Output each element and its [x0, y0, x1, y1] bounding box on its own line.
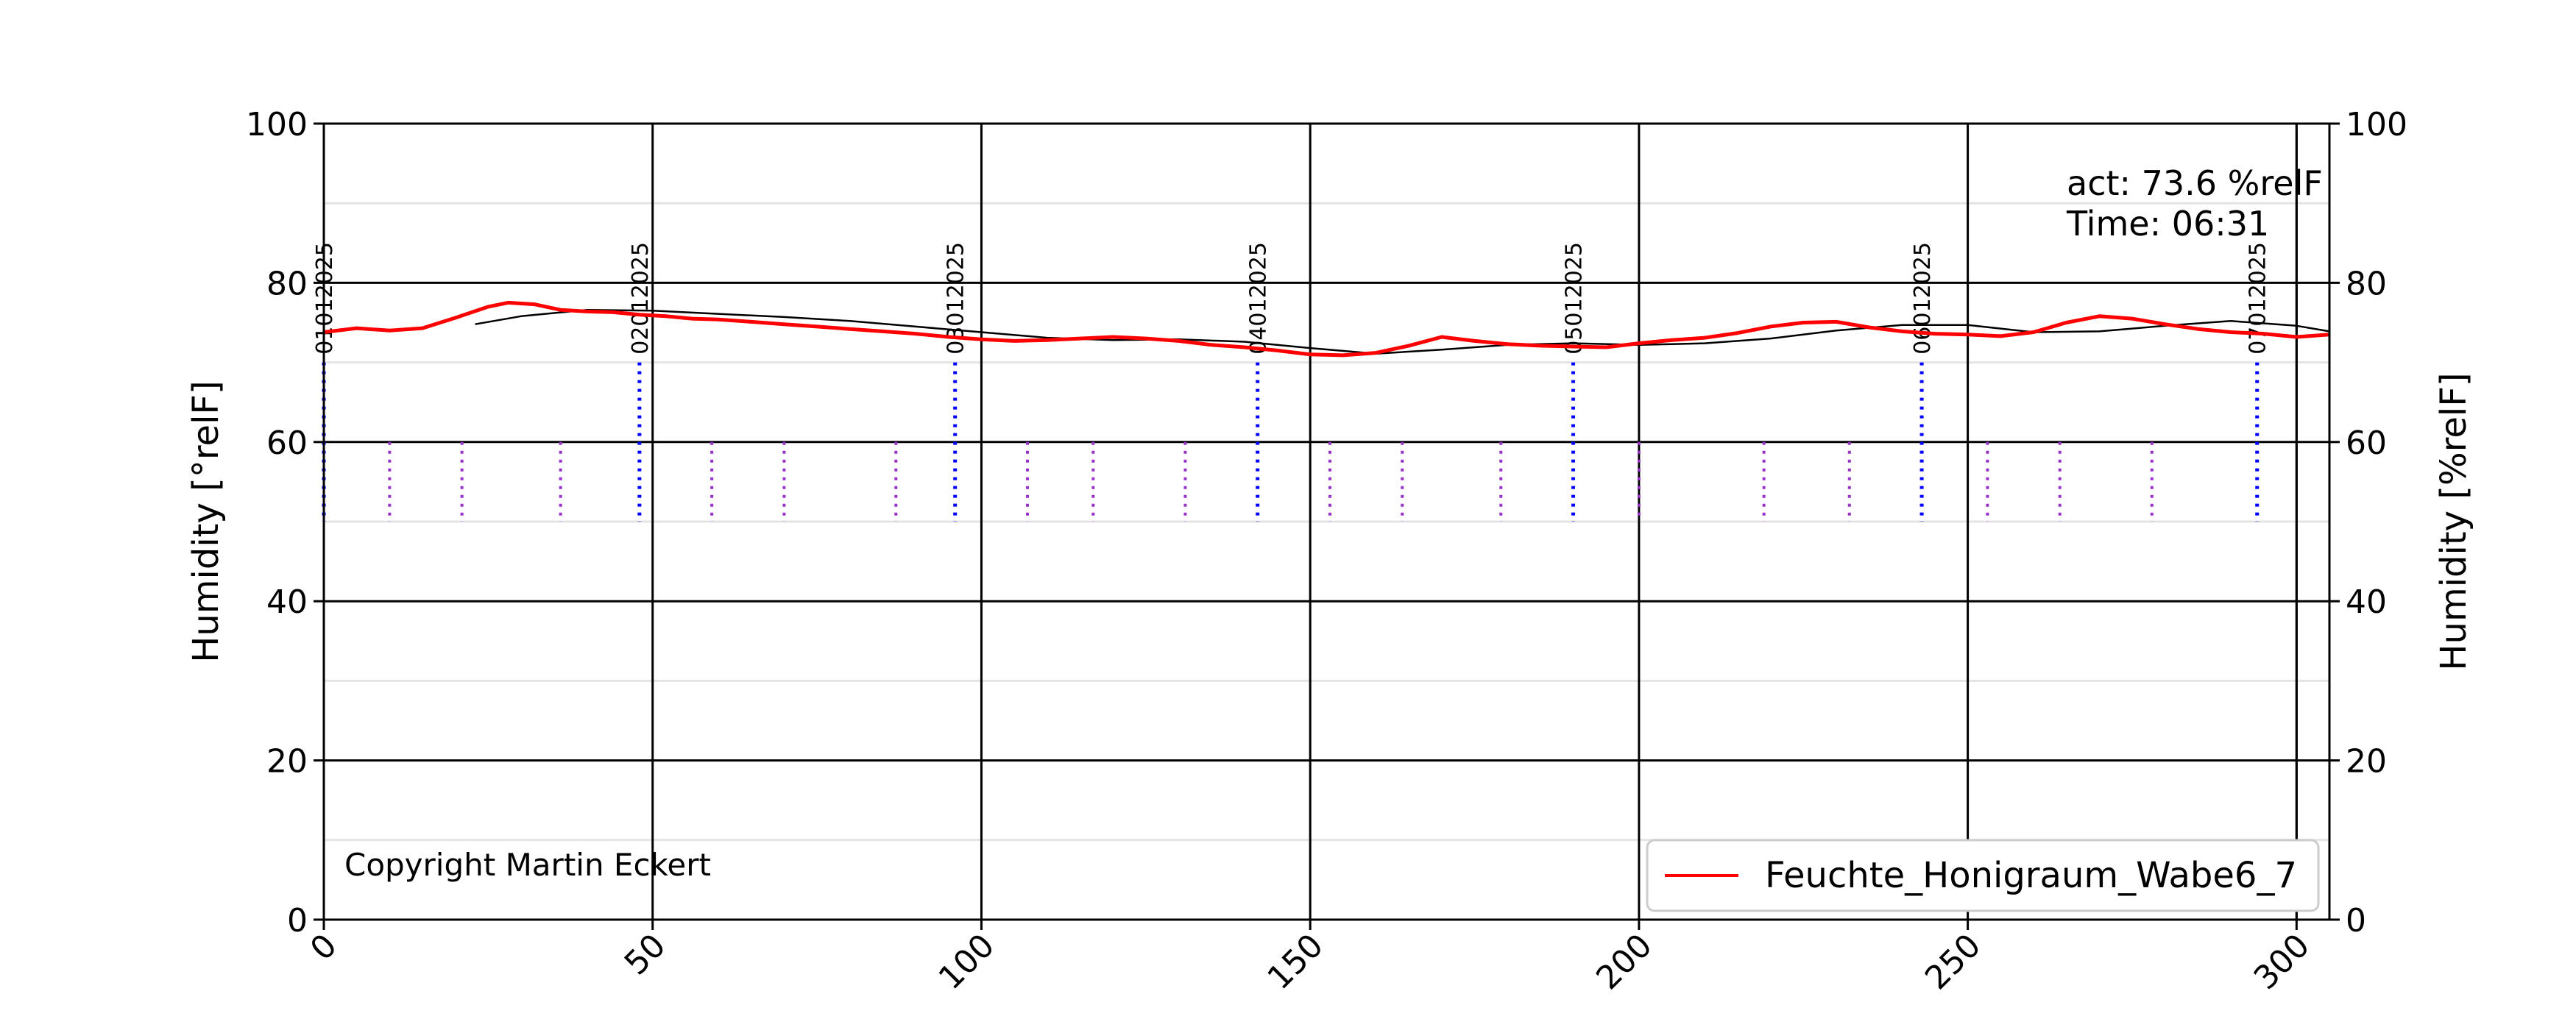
y-axis-label-left: Humidity [°relF]: [185, 380, 227, 663]
minor-grid: [324, 202, 2329, 842]
time-annotation: Time: 06:31: [2066, 204, 2269, 244]
day-marker-label: 05012025: [1562, 242, 1588, 355]
x-tick-label: 150: [1260, 927, 1330, 997]
y-tick-label-left: 100: [246, 106, 308, 143]
trend-series-line: [475, 308, 2330, 355]
legend-box: [1646, 839, 2320, 912]
y-tick-label-right: 20: [2346, 743, 2387, 781]
day-markers: 01012025 02012025 03012025 04012025 05012025…: [312, 242, 2271, 522]
y-tick-label-right: 60: [2346, 425, 2387, 462]
x-tick-label: 50: [618, 927, 673, 983]
x-tick-label: 250: [1918, 927, 1988, 997]
legend-label: Feuchte_Honigraum_Wabe6_7: [1765, 855, 2297, 896]
x-tick-label: 200: [1589, 927, 1659, 997]
legend: Feuchte_Honigraum_Wabe6_7: [1646, 839, 2320, 912]
current-value-annotation: act: 73.6 %relF: [2067, 163, 2323, 203]
event-markers: [388, 441, 2154, 522]
plot-frame: [322, 122, 2331, 921]
y-tick-label-right: 0: [2346, 902, 2366, 940]
series-layer: [323, 300, 2330, 358]
x-tick-label: 300: [2247, 927, 2317, 997]
y-tick-label-right: 80: [2346, 265, 2387, 302]
x-tick-label: 0: [303, 927, 344, 968]
y-tick-label-left: 0: [287, 902, 308, 940]
y-tick-label-right: 100: [2346, 106, 2407, 143]
day-marker-label: 07012025: [2246, 242, 2271, 355]
y-tick-label-right: 40: [2346, 583, 2387, 621]
humidity-series-line: [323, 300, 2330, 358]
day-marker-label: 02012025: [628, 242, 654, 355]
x-tick-label: 100: [932, 927, 1002, 997]
day-marker-label: 06012025: [1910, 242, 1936, 355]
y-tick-label-left: 20: [266, 743, 308, 781]
y-tick-label-left: 60: [266, 425, 308, 462]
day-marker-label: 04012025: [1246, 242, 1272, 355]
y-tick-label-left: 80: [266, 265, 308, 302]
y-axis-label-right: Humidity [%relF]: [2433, 372, 2474, 670]
y-tick-label-left: 40: [266, 583, 308, 621]
copyright-text: Copyright Martin Eckert: [344, 847, 711, 883]
